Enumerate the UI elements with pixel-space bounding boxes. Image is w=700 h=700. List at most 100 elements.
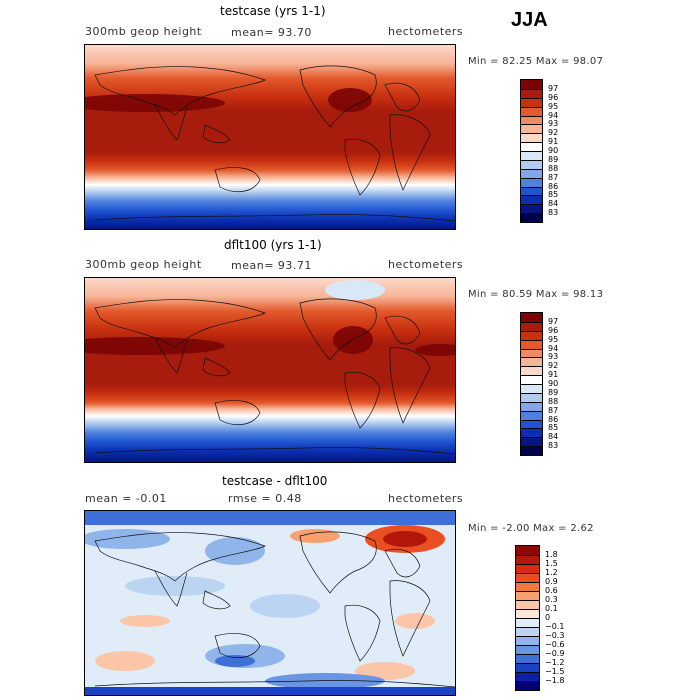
panel-1-map-field bbox=[85, 45, 455, 229]
colorbar-swatch bbox=[521, 186, 542, 196]
colorbar-tick-label: 0.9 bbox=[545, 577, 558, 586]
colorbar-tick-label: 89 bbox=[548, 154, 559, 164]
colorbar-swatch bbox=[516, 681, 539, 690]
colorbar-tick-label: 86 bbox=[548, 181, 559, 191]
panel-1-minmax: Min = 82.25 Max = 98.07 bbox=[468, 56, 604, 67]
colorbar-swatch bbox=[521, 321, 542, 331]
panel-2-colorbar bbox=[520, 312, 543, 456]
colorbar-swatch bbox=[516, 627, 539, 636]
colorbar-swatch bbox=[521, 97, 542, 107]
colorbar-tick-label: −1.2 bbox=[545, 658, 565, 667]
colorbar-tick-label: 85 bbox=[548, 190, 559, 200]
colorbar-tick-label: 1.2 bbox=[545, 568, 558, 577]
colorbar-tick-label: 86 bbox=[548, 414, 559, 424]
panel-2-map-field bbox=[85, 278, 455, 462]
colorbar-tick-label: 90 bbox=[548, 379, 559, 388]
colorbar-swatch bbox=[516, 555, 539, 564]
colorbar-tick-label: −0.3 bbox=[545, 631, 565, 640]
colorbar-swatch bbox=[521, 419, 542, 429]
colorbar-tick-label: −0.1 bbox=[545, 622, 565, 631]
colorbar-tick-label: 87 bbox=[548, 172, 559, 182]
colorbar-tick-label: 88 bbox=[548, 396, 559, 406]
colorbar-swatch bbox=[516, 591, 539, 600]
colorbar-tick-label: 97 bbox=[548, 316, 559, 326]
panel-1-mean-label: mean= 93.70 bbox=[231, 26, 312, 39]
panel-2-map bbox=[84, 277, 456, 463]
colorbar-tick-label: 95 bbox=[548, 101, 559, 111]
colorbar-tick-label: 83 bbox=[548, 441, 559, 451]
colorbar-tick-label: 1.5 bbox=[545, 559, 558, 568]
colorbar-tick-label: 1.8 bbox=[545, 550, 558, 559]
panel-1-map bbox=[84, 44, 456, 230]
colorbar-swatch bbox=[521, 177, 542, 187]
colorbar-swatch bbox=[521, 133, 542, 143]
colorbar-tick-label: 96 bbox=[548, 92, 559, 102]
colorbar-tick-label: 0.3 bbox=[545, 595, 558, 604]
colorbar-swatch bbox=[521, 392, 542, 402]
panel-3-map-field bbox=[85, 511, 455, 695]
colorbar-tick-label: 0.6 bbox=[545, 586, 558, 595]
colorbar-swatch bbox=[521, 159, 542, 169]
colorbar-swatch bbox=[521, 428, 542, 438]
colorbar-tick-label: 91 bbox=[548, 137, 559, 147]
colorbar-tick-label: 0.1 bbox=[545, 604, 558, 613]
colorbar-swatch bbox=[521, 437, 542, 447]
colorbar-swatch bbox=[516, 672, 539, 681]
panel-3-colorbar bbox=[515, 545, 540, 691]
panel-2-mean-label: mean= 93.71 bbox=[231, 259, 312, 272]
panel-2-minmax: Min = 80.59 Max = 98.13 bbox=[468, 289, 604, 300]
colorbar-tick-label: 94 bbox=[548, 110, 559, 120]
colorbar-tick-label: 92 bbox=[548, 128, 559, 138]
colorbar-swatch bbox=[521, 115, 542, 125]
colorbar-swatch bbox=[521, 357, 542, 367]
panel-1-title: testcase (yrs 1-1) bbox=[220, 4, 326, 18]
colorbar-tick-label: 84 bbox=[548, 199, 559, 209]
colorbar-tick-label: 90 bbox=[548, 146, 559, 155]
colorbar-tick-label: 94 bbox=[548, 343, 559, 353]
colorbar-swatch bbox=[521, 195, 542, 205]
colorbar-swatch bbox=[521, 88, 542, 98]
colorbar-swatch bbox=[521, 106, 542, 116]
colorbar-swatch bbox=[516, 600, 539, 609]
colorbar-swatch bbox=[516, 573, 539, 582]
colorbar-tick-label: 96 bbox=[548, 325, 559, 335]
colorbar-swatch bbox=[516, 636, 539, 645]
colorbar-swatch bbox=[521, 375, 542, 384]
panel-3-rmse-label: rmse = 0.48 bbox=[228, 492, 302, 505]
colorbar-tick-label: 93 bbox=[548, 352, 559, 362]
colorbar-swatch bbox=[516, 546, 539, 555]
colorbar-tick-label: 87 bbox=[548, 405, 559, 415]
colorbar-swatch bbox=[521, 151, 542, 160]
colorbar-swatch bbox=[516, 609, 539, 618]
panel-1-variable-label: 300mb geop height bbox=[85, 25, 202, 38]
season-label: JJA bbox=[511, 9, 548, 31]
colorbar-swatch bbox=[521, 339, 542, 349]
colorbar-swatch bbox=[521, 348, 542, 358]
colorbar-tick-label: −0.9 bbox=[545, 649, 565, 658]
colorbar-swatch bbox=[516, 582, 539, 591]
colorbar-tick-label: 93 bbox=[548, 119, 559, 129]
colorbar-tick-label: 91 bbox=[548, 370, 559, 380]
colorbar-tick-label: 89 bbox=[548, 387, 559, 397]
colorbar-swatch bbox=[516, 564, 539, 573]
colorbar-tick-label: 85 bbox=[548, 423, 559, 433]
colorbar-swatch bbox=[521, 124, 542, 134]
colorbar-tick-label: −1.5 bbox=[545, 667, 565, 676]
colorbar-swatch bbox=[521, 401, 542, 411]
colorbar-tick-label: 92 bbox=[548, 361, 559, 371]
colorbar-swatch bbox=[521, 142, 542, 151]
colorbar-swatch bbox=[521, 213, 542, 222]
panel-1-units-label: hectometers bbox=[388, 25, 464, 38]
panel-2-units-label: hectometers bbox=[388, 258, 464, 271]
panel-3-units-label: hectometers bbox=[388, 492, 464, 505]
colorbar-swatch bbox=[516, 645, 539, 654]
colorbar-tick-label: 84 bbox=[548, 432, 559, 442]
colorbar-tick-label: −0.6 bbox=[545, 640, 565, 649]
colorbar-swatch bbox=[521, 446, 542, 455]
panel-2-title: dflt100 (yrs 1-1) bbox=[224, 238, 322, 252]
colorbar-tick-label: 83 bbox=[548, 208, 559, 218]
colorbar-tick-label: −1.8 bbox=[545, 676, 565, 685]
colorbar-swatch bbox=[521, 330, 542, 340]
colorbar-swatch bbox=[521, 204, 542, 214]
panel-3-map bbox=[84, 510, 456, 696]
